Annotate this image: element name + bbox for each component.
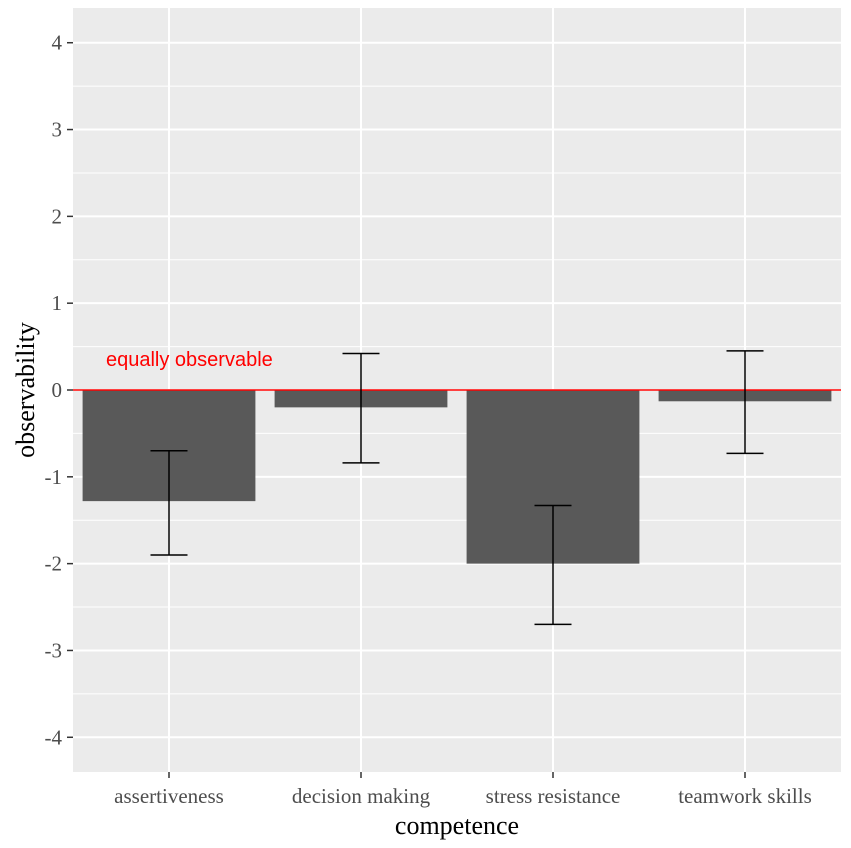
error-bars	[150, 350, 764, 626]
y-tick-label: 2	[52, 204, 63, 228]
y-tick-label: -2	[45, 552, 63, 576]
y-tick-label: -3	[45, 638, 63, 662]
y-tick-label: 3	[52, 118, 63, 142]
y-axis-title: observability	[11, 322, 40, 458]
x-axis-title: competence	[395, 811, 519, 840]
x-tick-label: stress resistance	[486, 784, 621, 808]
x-tick-label: decision making	[292, 784, 431, 808]
x-axis: assertiveness decision making stress resis…	[114, 772, 812, 808]
grid-lines	[73, 8, 841, 772]
x-tick-label: assertiveness	[114, 784, 224, 808]
y-tick-label: 0	[52, 378, 63, 402]
y-tick-label: -4	[45, 725, 63, 749]
y-axis: -4 -3 -2 -1 0 1 2 3 4	[45, 31, 73, 749]
x-tick-label: teamwork skills	[678, 784, 812, 808]
reference-label: equally observable	[106, 349, 273, 371]
y-tick-label: 1	[52, 291, 63, 315]
y-tick-label: 4	[52, 31, 63, 55]
y-tick-label: -1	[45, 465, 63, 489]
